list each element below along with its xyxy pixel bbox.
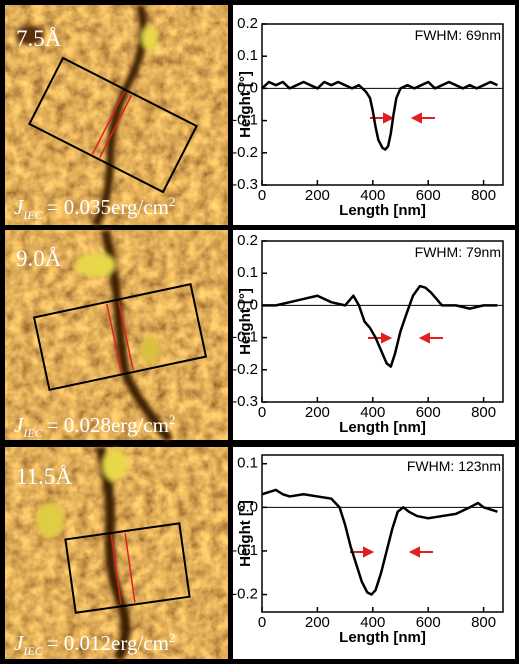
y-tick-label: 0.1 xyxy=(237,47,258,64)
x-tick-label: 600 xyxy=(416,614,441,631)
profile-line xyxy=(261,488,498,596)
y-tick-label: -0.2 xyxy=(232,144,258,161)
y-tick-label: -0.3 xyxy=(232,393,258,410)
image-energy: JIEC = 0.012erg/cm2 xyxy=(14,630,175,658)
x-tick-label: 200 xyxy=(305,614,330,631)
annotation: FWHM: 69nm xyxy=(415,27,501,43)
y-tick-label: 0.0 xyxy=(237,498,258,515)
x-tick-label: 800 xyxy=(471,614,496,631)
energy: = 0.012erg/cm xyxy=(47,631,169,655)
superscript: 2 xyxy=(169,412,176,427)
x-axis-label: Length [nm] xyxy=(339,629,426,646)
y-tick-label: 0.1 xyxy=(237,455,258,472)
y-tick-label: -0.1 xyxy=(232,329,258,346)
profile-line xyxy=(261,80,498,151)
superscript: 2 xyxy=(169,630,176,645)
image-label: 7.5Å xyxy=(16,26,62,51)
symbol: J xyxy=(14,413,25,437)
subscript: IEC xyxy=(22,208,43,222)
y-tick-label: -0.2 xyxy=(232,586,258,603)
subscript: IEC xyxy=(22,426,43,440)
x-tick-label: 0 xyxy=(258,404,266,421)
y-tick-label: 0.0 xyxy=(237,296,258,313)
x-tick-label: 0 xyxy=(258,614,266,631)
x-tick-label: 600 xyxy=(416,404,441,421)
x-tick-label: 400 xyxy=(360,404,385,421)
subscript: IEC xyxy=(22,644,43,658)
plot-frame xyxy=(261,23,504,186)
chart-panel xyxy=(233,447,515,659)
y-tick-label: 0.2 xyxy=(237,232,258,249)
x-tick-label: 200 xyxy=(305,404,330,421)
image-energy: JIEC = 0.028erg/cm2 xyxy=(14,412,175,440)
image-label: 11.5Å xyxy=(16,464,72,489)
y-axis-label: Height [°] xyxy=(237,71,254,138)
annotation: FWHM: 123nm xyxy=(407,458,501,474)
afm-image xyxy=(5,3,228,228)
x-tick-label: 800 xyxy=(471,187,496,204)
x-tick-label: 200 xyxy=(305,187,330,204)
profile-line xyxy=(262,284,498,368)
superscript: 2 xyxy=(169,194,176,209)
y-tick-label: -0.3 xyxy=(232,176,258,193)
x-tick-label: 800 xyxy=(471,404,496,421)
x-tick-label: 400 xyxy=(360,187,385,204)
energy: = 0.028erg/cm xyxy=(47,413,169,437)
symbol: J xyxy=(14,631,25,655)
y-tick-label: 0.0 xyxy=(237,79,258,96)
symbol: J xyxy=(14,195,25,219)
y-tick-label: -0.1 xyxy=(232,542,258,559)
plot-frame xyxy=(261,240,504,403)
image-energy: JIEC = 0.035erg/cm2 xyxy=(14,194,175,222)
y-tick-label: 0.2 xyxy=(237,15,258,32)
energy: = 0.035erg/cm xyxy=(47,195,169,219)
y-tick-label: -0.1 xyxy=(232,112,258,129)
x-tick-label: 0 xyxy=(258,187,266,204)
afm-image xyxy=(5,445,228,662)
annotation: FWHM: 79nm xyxy=(415,244,501,260)
image-label: 9.0Å xyxy=(16,246,62,271)
x-axis-label: Length [nm] xyxy=(339,202,426,219)
afm-image xyxy=(5,228,228,443)
plot-frame xyxy=(261,454,504,613)
x-tick-label: 600 xyxy=(416,187,441,204)
y-axis-label: Height [°] xyxy=(237,288,254,355)
fwhm-arrows xyxy=(350,112,443,558)
y-tick-label: 0.1 xyxy=(237,264,258,281)
y-tick-label: -0.2 xyxy=(232,361,258,378)
x-axis-label: Length [nm] xyxy=(339,419,426,436)
x-tick-label: 400 xyxy=(360,614,385,631)
y-axis-label: Height [°] xyxy=(237,500,254,567)
